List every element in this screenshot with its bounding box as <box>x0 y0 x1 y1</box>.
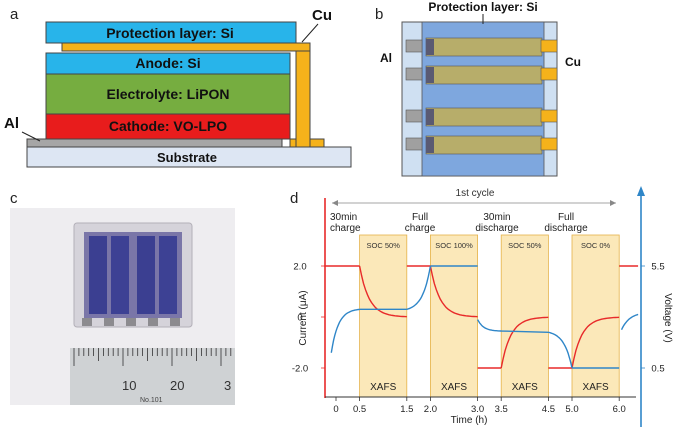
cathode-layer <box>45 113 291 140</box>
cu-tab <box>540 67 558 81</box>
panel-label-d: d <box>290 190 299 207</box>
cell-strip <box>159 236 177 314</box>
al-tab <box>405 137 423 151</box>
y-axis-right-label: Voltage (V) <box>662 293 673 342</box>
data-series <box>324 265 639 369</box>
panel-label-c: c <box>10 190 18 207</box>
panel-b-cu-label: Cu <box>565 55 581 69</box>
y-tick-label: 0 <box>297 313 302 324</box>
x-axis-label: Time (h) <box>451 415 488 426</box>
x-tick-label: 5.0 <box>565 404 578 415</box>
ruler-small-text: No.101 <box>140 397 163 404</box>
soc-label: SOC 100% <box>435 241 473 250</box>
xafs-label: XAFS <box>512 382 538 393</box>
stripe-edge <box>426 39 434 55</box>
cycle-label: 1st cycle <box>456 188 495 199</box>
x-tick-label: 2.0 <box>424 404 437 415</box>
xafs-label: XAFS <box>441 382 467 393</box>
voltage-series <box>330 265 639 369</box>
soc-label: SOC 50% <box>508 241 542 250</box>
al-tab <box>405 39 423 53</box>
soc-label: SOC 50% <box>367 241 401 250</box>
step-label: 30min <box>483 212 510 223</box>
step-label: discharge <box>544 223 588 234</box>
stripe-edge <box>426 109 434 125</box>
y-axis-left-label: Current (μA) <box>298 290 309 345</box>
step-label: Full <box>558 212 574 223</box>
photo-drawing: 10 20 3 No.101 <box>10 208 235 405</box>
cell-strip <box>89 236 107 314</box>
protection-layer <box>45 21 297 44</box>
x-tick-label: 0 <box>333 404 338 415</box>
anode-label: Anode: Si <box>135 55 200 71</box>
step-label: charge <box>330 223 361 234</box>
panel-label-a: a <box>10 6 19 23</box>
anode-layer <box>45 52 291 75</box>
battery-layer-diagram: Substrate Cathode: VO-LPO Electrolyte: L… <box>4 7 352 168</box>
cell-strip <box>111 236 129 314</box>
x-tick-label: 4.5 <box>542 404 555 415</box>
step-annotations: 30minchargeFullcharge30mindischargeFulld… <box>330 212 588 234</box>
x-tick-label: 0.5 <box>353 404 366 415</box>
y-tick-label: -2.0 <box>292 364 308 375</box>
cathode-label: Cathode: VO-LPO <box>109 118 227 134</box>
al-pointer <box>21 131 41 142</box>
cycle-arrow-left <box>332 200 338 206</box>
stripe-edge <box>426 137 434 153</box>
device-photo: 10 20 3 No.101 <box>10 208 235 405</box>
xafs-region <box>500 234 549 398</box>
axis-ticks: 0 0.5 1.5 2.0 3.0 3.5 4.5 5.0 6.0 2.0 0 -2.0 5.5 0.5 <box>292 262 665 416</box>
xafs-label: XAFS <box>583 382 609 393</box>
cell-stripes <box>405 37 558 155</box>
y2-tick-label: 0.5 <box>651 364 664 375</box>
cu-tab <box>540 137 558 151</box>
cu-tab <box>540 39 558 53</box>
x-tick-label: 1.5 <box>400 404 413 415</box>
step-label: Full <box>412 212 428 223</box>
device-top-view: Protection layer: Si Al Cu <box>380 0 581 177</box>
electrolyte-label: Electrolyte: LiPON <box>107 86 230 102</box>
ruler-number-20: 20 <box>170 378 184 393</box>
cycle-arrow-right <box>610 200 616 206</box>
cu-tab <box>540 109 558 123</box>
substrate-label: Substrate <box>157 150 217 165</box>
al-tab <box>405 109 423 123</box>
x-tick-label: 3.5 <box>495 404 508 415</box>
xafs-region <box>571 234 620 398</box>
soc-label: SOC 0% <box>581 241 611 250</box>
panel-b-al-label: Al <box>380 51 392 65</box>
panel-label-b: b <box>375 6 384 23</box>
y-tick-label: 2.0 <box>293 262 306 273</box>
step-label: charge <box>405 223 436 234</box>
protection-label: Protection layer: Si <box>106 25 234 41</box>
xafs-label: XAFS <box>370 382 396 393</box>
stripe-edge <box>426 67 434 83</box>
step-label: 30min <box>330 212 357 223</box>
ruler <box>70 348 235 405</box>
xafs-shaded-regions: SOC 50% XAFS SOC 100% XAFS SOC 50% XAFS SOC 0%… <box>359 234 620 398</box>
x-tick-label: 3.0 <box>471 404 484 415</box>
electrolyte-layer <box>45 73 291 115</box>
cu-label: Cu <box>312 7 332 24</box>
al-label: Al <box>4 115 19 132</box>
step-label: discharge <box>475 223 519 234</box>
cell-strip <box>137 236 155 314</box>
x-tick-label: 6.0 <box>613 404 626 415</box>
al-tab <box>405 67 423 81</box>
cu-pointer <box>301 23 319 43</box>
y2-tick-label: 5.5 <box>651 262 664 273</box>
ruler-number-10: 10 <box>122 378 136 393</box>
ruler-number-3: 3 <box>224 378 231 393</box>
voltage-axis-arrow <box>637 186 645 196</box>
panel-b-title: Protection layer: Si <box>428 0 537 14</box>
